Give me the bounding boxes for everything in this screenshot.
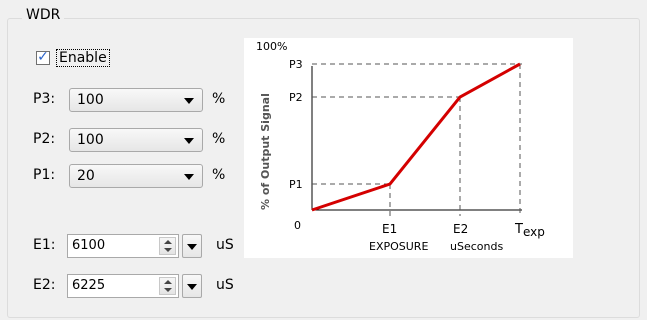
chevron-down-icon <box>184 174 194 180</box>
p1-label: P1: <box>33 167 56 183</box>
e1-unit: uS <box>216 237 234 253</box>
y-axis-title: % of Output Signal <box>259 93 272 210</box>
e2-unit: uS <box>216 277 234 293</box>
p2-unit: % <box>212 131 226 147</box>
e1-spinbox[interactable]: 6100 <box>67 234 179 258</box>
x-label-e1: E1 <box>382 222 397 236</box>
p1-value: 20 <box>77 168 95 184</box>
wdr-group-title: WDR <box>22 7 65 23</box>
y-label-p2: P2 <box>289 91 303 104</box>
x-axis-title: EXPOSURE <box>369 240 428 253</box>
wdr-group <box>7 18 640 318</box>
p1-unit: % <box>212 167 226 183</box>
spin-down-icon[interactable] <box>164 288 172 292</box>
e2-label: E2: <box>33 277 56 293</box>
p3-label: P3: <box>33 91 56 107</box>
p2-value: 100 <box>77 132 104 148</box>
spin-up-icon[interactable] <box>164 280 172 284</box>
e2-spinbox[interactable]: 6225 <box>67 274 179 298</box>
p2-label: P2: <box>33 131 56 147</box>
p2-select[interactable]: 100 <box>69 128 203 152</box>
e1-label: E1: <box>33 237 56 253</box>
chart-top-label: 100% <box>256 40 287 53</box>
wdr-diagram: 100% % of Output Signal P3 P2 P1 0 E1 E2… <box>244 38 573 258</box>
p3-unit: % <box>212 91 226 107</box>
chevron-down-icon <box>187 244 197 250</box>
p3-select[interactable]: 100 <box>69 88 203 112</box>
chevron-down-icon <box>184 98 194 104</box>
e2-dropdown-button[interactable] <box>182 274 202 298</box>
x-label-e2: E2 <box>453 222 468 236</box>
e1-value: 6100 <box>72 238 106 253</box>
spin-down-icon[interactable] <box>164 248 172 252</box>
e1-spin-buttons[interactable] <box>159 237 176 255</box>
x-axis-units: uSeconds <box>450 240 503 253</box>
x-label-texp-main: T <box>514 222 523 237</box>
x-label-texp: Texp <box>514 222 545 239</box>
e1-dropdown-button[interactable] <box>182 234 202 258</box>
x-label-texp-sub: exp <box>523 225 545 239</box>
p3-value: 100 <box>77 92 104 108</box>
y-label-p3: P3 <box>289 58 303 71</box>
p1-select[interactable]: 20 <box>69 164 203 188</box>
enable-label[interactable]: Enable <box>56 49 110 67</box>
y-label-p1: P1 <box>289 178 303 191</box>
chevron-down-icon <box>184 138 194 144</box>
response-curve <box>311 62 521 212</box>
spin-up-icon[interactable] <box>164 240 172 244</box>
e2-spin-buttons[interactable] <box>159 277 176 295</box>
y-label-zero: 0 <box>294 219 301 232</box>
chevron-down-icon <box>187 284 197 290</box>
enable-checkbox[interactable]: ✓ <box>36 49 50 65</box>
e2-value: 6225 <box>72 278 106 293</box>
